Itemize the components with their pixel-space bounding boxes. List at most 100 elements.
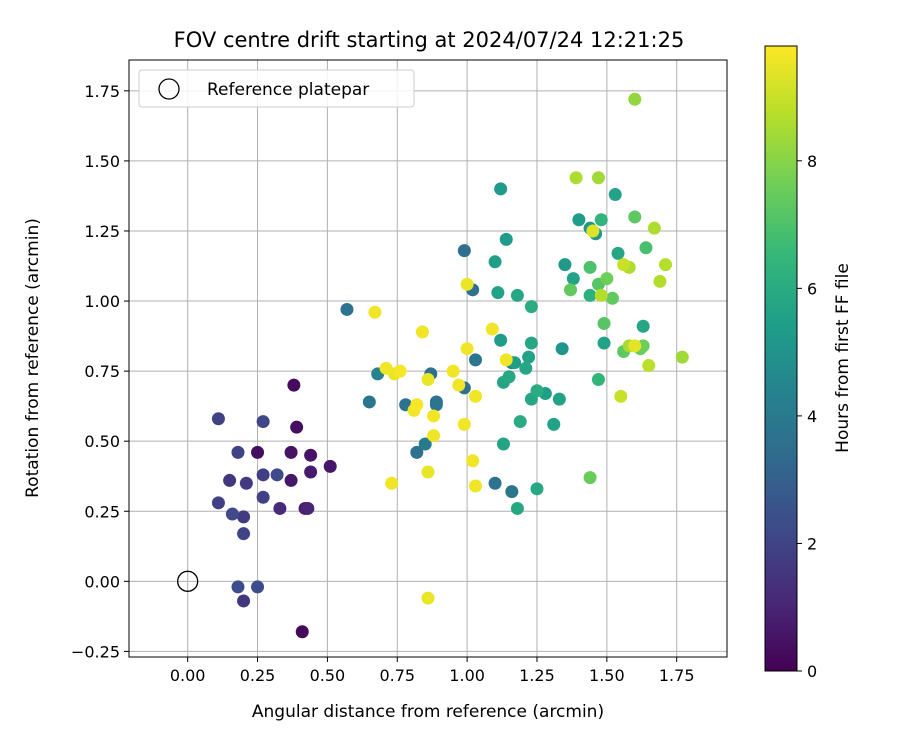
colorbar-tick-label: 0 — [807, 662, 817, 681]
x-tick-label: 1.50 — [589, 666, 625, 685]
x-axis-label: Angular distance from reference (arcmin) — [252, 702, 604, 722]
data-point — [427, 429, 441, 443]
data-point — [600, 272, 614, 286]
data-point — [340, 302, 354, 316]
data-point — [586, 224, 600, 238]
data-point — [499, 232, 513, 246]
data-point — [284, 473, 298, 487]
data-point — [251, 580, 265, 594]
data-point — [530, 482, 544, 496]
chart-title: FOV centre drift starting at 2024/07/24 … — [174, 28, 685, 52]
data-point — [429, 398, 443, 412]
data-point — [491, 286, 505, 300]
y-axis: −0.25 0.00 0.25 0.50 0.75 1.00 1.25 1.50 1.75 — [71, 82, 129, 661]
data-point — [505, 485, 519, 499]
data-point — [385, 476, 399, 490]
y-axis-label: Rotation from reference (arcmin) — [23, 218, 43, 498]
data-point — [457, 417, 471, 431]
legend: Reference platepar — [138, 69, 415, 108]
data-point — [295, 625, 309, 639]
data-point — [410, 398, 424, 412]
colorbar-ticks: 0 2 4 6 8 — [797, 152, 817, 681]
data-point — [522, 350, 536, 364]
data-point — [659, 258, 673, 272]
data-point — [628, 92, 642, 106]
data-point — [636, 319, 650, 333]
data-point — [251, 445, 265, 459]
data-point — [555, 342, 569, 356]
data-point — [639, 241, 653, 255]
x-tick-label: 1.75 — [659, 666, 695, 685]
data-point — [460, 342, 474, 356]
data-point — [675, 350, 689, 364]
data-point — [653, 274, 667, 288]
data-point — [231, 580, 245, 594]
data-point — [237, 527, 251, 541]
data-point — [304, 465, 318, 479]
reference-platepar-marker — [177, 570, 199, 592]
data-point — [583, 288, 597, 302]
y-tick-label: 0.50 — [84, 432, 120, 451]
data-point — [583, 260, 597, 274]
data-point — [256, 490, 270, 504]
colorbar-tick-label: 8 — [807, 152, 817, 171]
legend-label-reference: Reference platepar — [207, 80, 369, 100]
x-tick-label: 0.25 — [240, 666, 276, 685]
data-point — [460, 277, 474, 291]
data-point — [223, 473, 237, 487]
data-point — [642, 359, 656, 373]
data-point — [488, 476, 502, 490]
colorbar-tick-label: 2 — [807, 534, 817, 553]
x-tick-label: 0.50 — [310, 666, 346, 685]
data-point — [469, 479, 483, 493]
data-point — [510, 288, 524, 302]
data-point — [421, 465, 435, 479]
data-point — [558, 258, 572, 272]
data-point — [225, 507, 239, 521]
data-point — [597, 336, 611, 350]
x-tick-label: 0.75 — [379, 666, 415, 685]
data-point — [524, 300, 538, 314]
y-tick-label: 1.00 — [84, 292, 120, 311]
data-point — [368, 305, 382, 319]
y-tick-label: 0.25 — [84, 502, 120, 521]
data-point — [415, 325, 429, 339]
data-point — [569, 171, 583, 185]
data-point — [418, 437, 432, 451]
data-point — [421, 373, 435, 387]
data-point — [513, 415, 527, 429]
data-point — [572, 213, 586, 227]
data-point — [647, 221, 661, 235]
data-point — [552, 392, 566, 406]
colorbar-tick-label: 4 — [807, 407, 817, 426]
data-point — [466, 454, 480, 468]
data-point — [591, 171, 605, 185]
data-point — [237, 510, 251, 524]
data-point — [284, 445, 298, 459]
data-point — [237, 594, 251, 608]
data-point — [323, 459, 337, 473]
y-tick-label: 0.75 — [84, 362, 120, 381]
data-point — [614, 389, 628, 403]
data-point — [362, 395, 376, 409]
data-point — [547, 417, 561, 431]
data-point — [421, 591, 435, 605]
y-tick-label: 0.00 — [84, 572, 120, 591]
data-point — [452, 378, 466, 392]
data-point — [566, 272, 580, 286]
legend-box — [138, 69, 415, 108]
data-point — [270, 468, 284, 482]
data-point — [290, 420, 304, 434]
data-point — [301, 501, 315, 515]
data-point — [605, 291, 619, 305]
data-point — [611, 246, 625, 260]
data-point — [379, 361, 393, 375]
data-point — [485, 322, 499, 336]
data-point — [211, 412, 225, 426]
data-point — [502, 370, 516, 384]
data-point — [594, 213, 608, 227]
data-point — [628, 339, 642, 353]
data-point — [239, 476, 253, 490]
x-tick-label: 0.00 — [170, 666, 206, 685]
data-point — [393, 364, 407, 378]
